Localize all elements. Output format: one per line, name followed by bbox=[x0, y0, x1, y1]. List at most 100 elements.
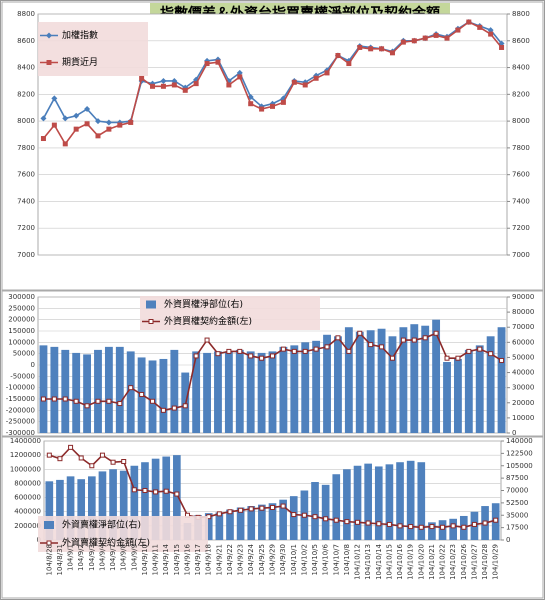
point bbox=[121, 459, 127, 465]
y-tick-label: 7800 bbox=[17, 144, 35, 152]
y2-tick-label: 140000 bbox=[506, 437, 533, 445]
y2-tick-label: 50000 bbox=[512, 353, 534, 361]
y2-tick-label: 8200 bbox=[512, 90, 530, 98]
point bbox=[466, 348, 472, 354]
legend-marker bbox=[46, 540, 52, 546]
y2-tick-label: 7000 bbox=[512, 251, 530, 259]
x-tick-label: 104/10/29 bbox=[492, 544, 500, 580]
bar bbox=[98, 471, 107, 540]
y2-tick-label: 122500 bbox=[506, 449, 533, 457]
point bbox=[105, 119, 112, 126]
y-tick-label: 250000 bbox=[8, 304, 35, 312]
y-tick-label: -250000 bbox=[6, 418, 35, 426]
y2-tick-label: 7800 bbox=[512, 144, 530, 152]
point bbox=[117, 122, 123, 128]
bar bbox=[39, 345, 48, 433]
y-tick-label: 7200 bbox=[17, 224, 35, 232]
point bbox=[139, 391, 145, 397]
y-tick-label: 800000 bbox=[14, 479, 41, 487]
point bbox=[106, 126, 112, 132]
x-tick-label: 104/9/11 bbox=[152, 544, 160, 575]
y2-tick-label: 70000 bbox=[512, 323, 534, 331]
point bbox=[215, 59, 221, 65]
x-tick-label: 104/9/15 bbox=[173, 544, 181, 575]
bar bbox=[126, 351, 135, 433]
bar bbox=[353, 465, 362, 540]
point bbox=[160, 77, 167, 84]
bar bbox=[130, 465, 139, 540]
point bbox=[259, 505, 265, 511]
point bbox=[84, 106, 91, 113]
bar bbox=[215, 512, 224, 540]
point bbox=[280, 346, 286, 352]
point bbox=[236, 69, 243, 76]
point bbox=[110, 459, 116, 465]
point bbox=[301, 512, 307, 518]
point bbox=[429, 524, 435, 530]
point bbox=[346, 348, 352, 354]
bar bbox=[443, 361, 451, 433]
bar bbox=[464, 349, 473, 433]
legend-box bbox=[38, 22, 148, 76]
bar bbox=[343, 469, 351, 540]
bar bbox=[61, 349, 70, 433]
point bbox=[397, 523, 403, 529]
y2-tick-label: 80000 bbox=[512, 308, 534, 316]
point bbox=[204, 337, 210, 343]
bar bbox=[87, 476, 96, 540]
bar bbox=[104, 346, 113, 433]
point bbox=[237, 348, 243, 354]
x-tick-label: 104/9/30 bbox=[279, 544, 287, 575]
bar bbox=[432, 319, 441, 433]
point bbox=[379, 344, 385, 350]
y-tick-label: 8400 bbox=[17, 64, 35, 72]
bar bbox=[50, 346, 59, 433]
point bbox=[62, 115, 69, 122]
bar bbox=[334, 336, 342, 433]
point bbox=[99, 452, 105, 458]
plots: 7000 7200 7400 7600 7800 8000 8200 8400 8600 8800… bbox=[6, 10, 535, 580]
point bbox=[333, 517, 339, 523]
point bbox=[84, 403, 90, 409]
point bbox=[280, 99, 286, 105]
bar bbox=[410, 324, 419, 433]
bar bbox=[235, 349, 244, 433]
x-tick-label: 104/9/14 bbox=[162, 543, 170, 575]
x-tick-label: 104/10/16 bbox=[396, 543, 404, 579]
bar bbox=[66, 476, 75, 540]
x-tick-label: 104/10/7 bbox=[332, 544, 340, 575]
point bbox=[171, 82, 177, 88]
point bbox=[171, 405, 177, 411]
point bbox=[150, 83, 156, 89]
bar bbox=[72, 352, 81, 433]
point bbox=[302, 82, 308, 88]
point bbox=[57, 456, 63, 462]
bar bbox=[203, 352, 211, 433]
y2-tick-label: 40000 bbox=[512, 369, 534, 377]
bar bbox=[268, 351, 277, 433]
bar bbox=[311, 482, 319, 540]
y2-tick-label: 105000 bbox=[506, 462, 533, 470]
point bbox=[51, 122, 57, 128]
point bbox=[499, 44, 505, 50]
bar bbox=[332, 474, 341, 540]
point bbox=[400, 39, 406, 45]
y2-tick-label: 8800 bbox=[512, 10, 530, 18]
bar bbox=[321, 484, 330, 540]
point bbox=[150, 398, 156, 404]
point bbox=[40, 396, 46, 402]
bar bbox=[312, 340, 321, 433]
y-tick-label: -100000 bbox=[6, 384, 35, 392]
bar bbox=[438, 520, 447, 540]
bar bbox=[109, 469, 117, 540]
bar bbox=[192, 351, 201, 433]
y-tick-label: 8800 bbox=[17, 10, 35, 18]
point bbox=[386, 521, 392, 527]
y-tick-label: -300000 bbox=[6, 429, 35, 437]
y-tick-label: 400000 bbox=[14, 508, 41, 516]
point bbox=[160, 407, 166, 413]
point bbox=[280, 503, 286, 509]
point bbox=[368, 342, 374, 348]
panel-1 bbox=[1, 1, 544, 291]
